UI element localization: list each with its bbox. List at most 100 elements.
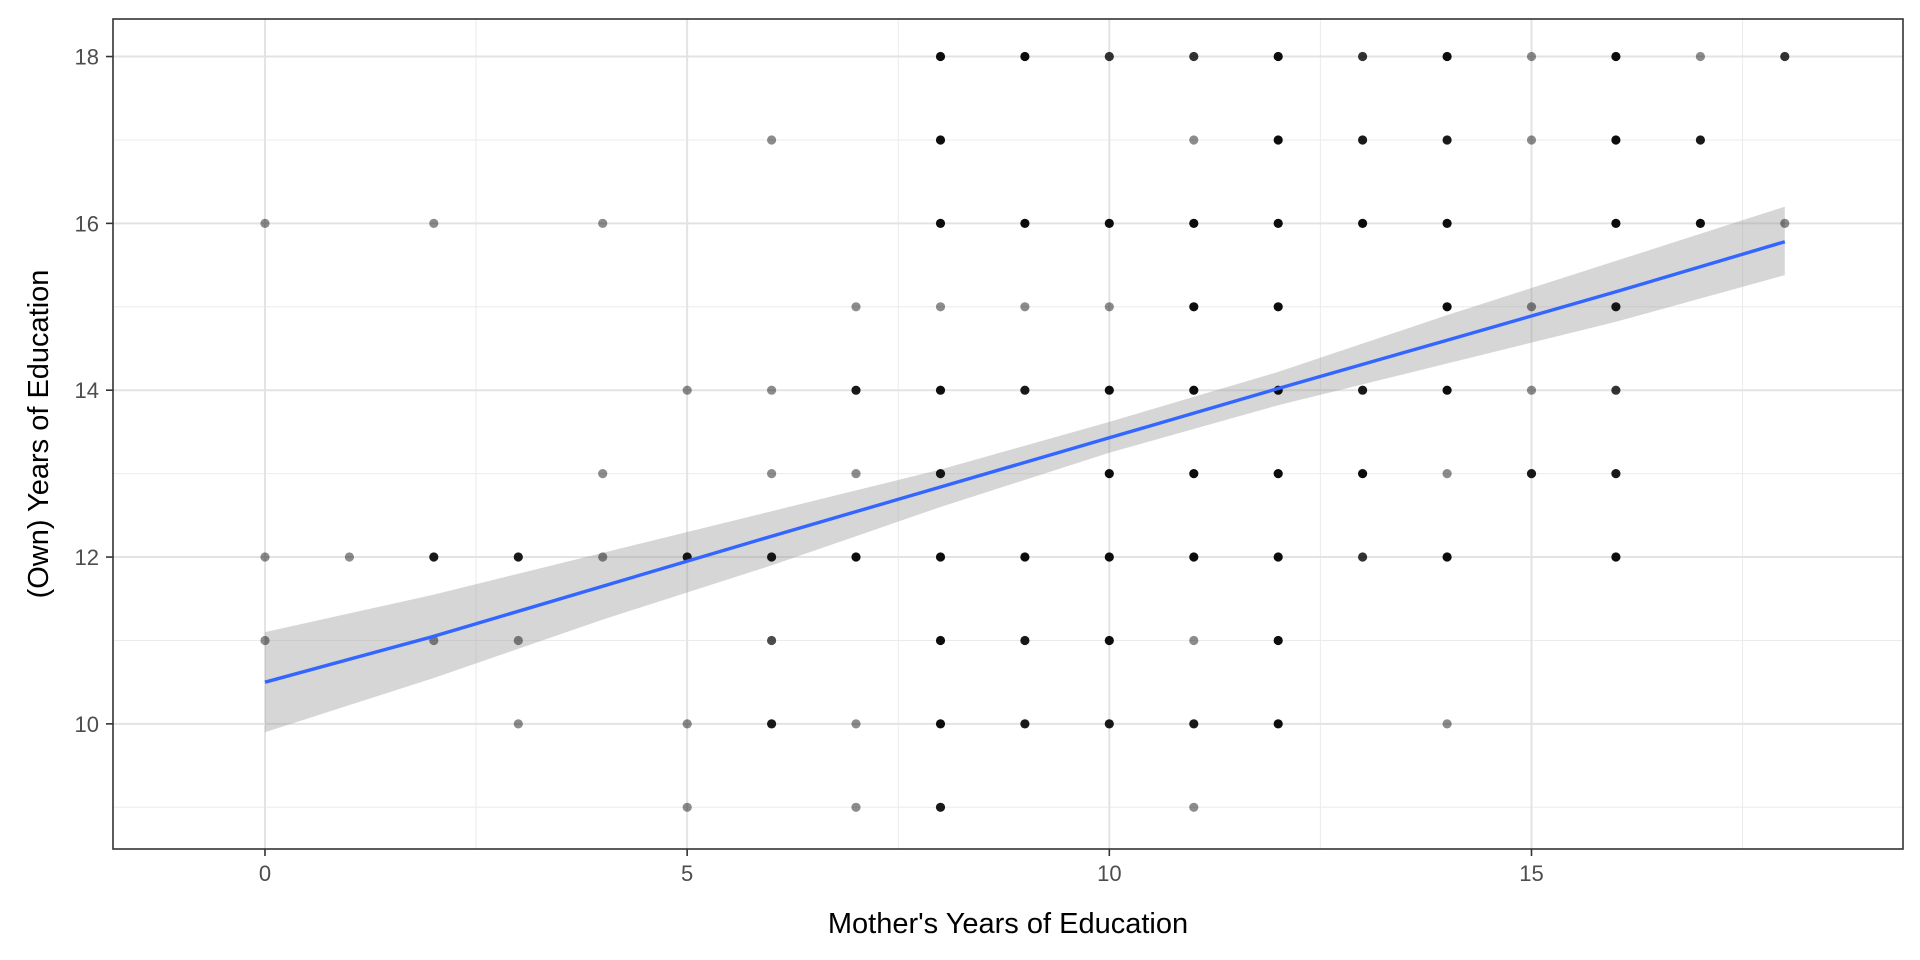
data-point <box>1273 469 1283 479</box>
data-point <box>598 218 608 228</box>
data-point <box>1189 469 1199 479</box>
confidence-band-layer <box>265 206 1785 733</box>
data-point <box>767 635 777 646</box>
data-point <box>1695 218 1705 228</box>
data-point <box>851 802 861 812</box>
data-point <box>1104 469 1114 479</box>
data-point <box>851 469 861 479</box>
data-point <box>1695 51 1705 62</box>
data-point <box>1104 635 1114 646</box>
data-point <box>935 51 946 62</box>
data-point <box>1611 302 1621 312</box>
data-point <box>1526 469 1537 479</box>
y-axis-title: (Own) Years of Education <box>23 270 55 599</box>
y-axis-ticks: 10 12 14 16 18 <box>75 45 113 737</box>
data-point <box>935 385 946 395</box>
data-point <box>1104 385 1114 395</box>
data-point <box>598 469 608 479</box>
data-point <box>1104 51 1114 62</box>
data-point <box>1442 218 1452 228</box>
data-point <box>1189 385 1199 395</box>
data-point <box>598 552 608 562</box>
x-axis-ticks: 0 5 10 15 <box>259 849 1544 886</box>
data-point <box>1020 302 1030 312</box>
x-tick-label: 15 <box>1519 861 1543 886</box>
x-tick-label: 10 <box>1097 861 1121 886</box>
data-point <box>429 552 439 562</box>
data-point <box>1020 552 1030 562</box>
data-point <box>260 552 270 562</box>
data-point <box>1189 135 1199 145</box>
data-point <box>682 385 692 395</box>
data-point <box>1358 385 1368 395</box>
data-point <box>1442 302 1452 312</box>
y-tick-label: 14 <box>75 378 99 403</box>
data-point <box>935 302 946 312</box>
data-point <box>767 135 777 145</box>
data-point <box>1189 51 1199 62</box>
data-point <box>1189 635 1199 646</box>
data-point <box>1273 135 1283 145</box>
data-point <box>1442 719 1452 729</box>
minor-gridlines <box>113 19 1903 849</box>
data-point <box>1189 218 1199 228</box>
confidence-band <box>265 206 1785 733</box>
major-gridlines <box>113 19 1903 849</box>
data-point <box>1189 302 1199 312</box>
data-point <box>851 385 861 395</box>
x-tick-label: 5 <box>681 861 693 886</box>
data-point <box>935 635 946 646</box>
data-point <box>1020 719 1030 729</box>
data-point <box>1526 135 1537 145</box>
data-point <box>1189 552 1199 562</box>
data-point <box>767 469 777 479</box>
data-point <box>1442 552 1452 562</box>
data-point <box>1104 218 1114 228</box>
data-point <box>682 802 692 812</box>
data-point <box>1780 51 1790 62</box>
data-point <box>1358 135 1368 145</box>
data-point <box>513 552 523 562</box>
data-point <box>1526 302 1537 312</box>
data-points-layer <box>260 51 1790 812</box>
data-point <box>935 552 946 562</box>
data-point <box>1442 385 1452 395</box>
data-point <box>1526 385 1537 395</box>
data-point <box>1611 552 1621 562</box>
data-point <box>935 719 946 729</box>
data-point <box>1273 552 1283 562</box>
data-point <box>1104 302 1114 312</box>
data-point <box>429 218 439 228</box>
y-tick-label: 18 <box>75 45 99 70</box>
data-point <box>1104 719 1114 729</box>
data-point <box>1611 135 1621 145</box>
data-point <box>1358 552 1368 562</box>
data-point <box>260 635 270 646</box>
data-point <box>1020 218 1030 228</box>
data-point <box>1780 218 1790 228</box>
data-point <box>1020 635 1030 646</box>
data-point <box>1695 135 1705 145</box>
x-axis-title: Mother's Years of Education <box>828 908 1188 940</box>
data-point <box>1273 719 1283 729</box>
data-point <box>1358 51 1368 62</box>
data-point <box>935 135 946 145</box>
data-point <box>1358 469 1368 479</box>
data-point <box>1358 218 1368 228</box>
data-point <box>1442 135 1452 145</box>
data-point <box>851 719 861 729</box>
y-tick-label: 16 <box>75 211 99 236</box>
data-point <box>1611 385 1621 395</box>
data-point <box>935 218 946 228</box>
data-point <box>1189 719 1199 729</box>
plot-panel-border <box>112 18 1904 850</box>
data-point <box>767 552 777 562</box>
y-tick-label: 12 <box>75 545 99 570</box>
data-point <box>260 218 270 228</box>
data-point <box>851 552 861 562</box>
data-point <box>513 719 523 729</box>
data-point <box>1611 218 1621 228</box>
data-point <box>1442 469 1452 479</box>
data-point <box>767 385 777 395</box>
